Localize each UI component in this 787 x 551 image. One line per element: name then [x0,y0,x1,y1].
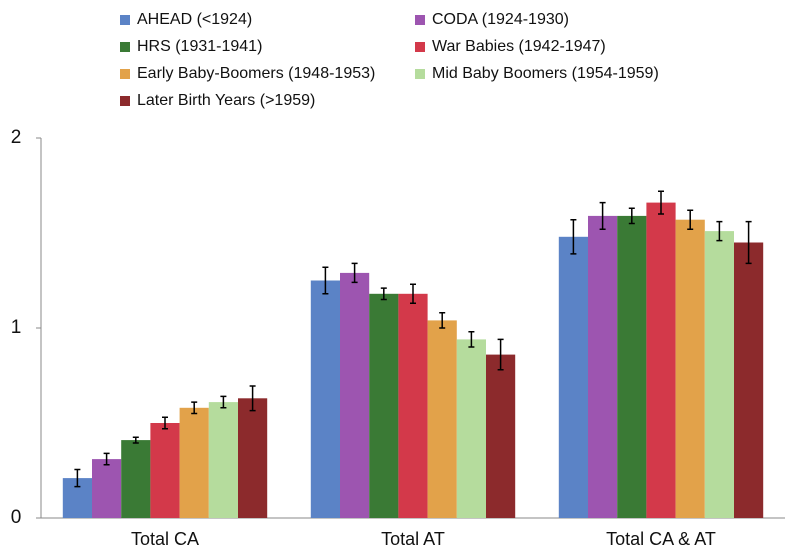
legend-swatch [120,42,130,52]
bar [734,242,764,518]
bar [704,231,734,518]
x-tick-label: Total CA & AT [606,529,716,549]
error-bar [745,220,752,265]
legend-label: Early Baby-Boomers (1948-1953) [137,65,375,82]
legend-swatch [120,96,130,106]
bar [179,407,209,518]
bar [558,236,588,519]
legend-swatch [415,15,425,25]
bar [369,293,399,518]
bar [310,280,340,518]
error-bar [322,266,329,295]
bar [92,459,122,518]
error-bar [220,395,227,409]
bar [208,402,238,518]
x-tick-label: Total CA [131,529,199,549]
legend-label: Mid Baby Boomers (1954-1959) [432,65,659,82]
legend-label: CODA (1924-1930) [432,11,569,28]
y-tick-label: 1 [11,317,22,338]
error-bar [687,209,694,230]
bar [427,320,457,518]
x-tick-label: Total AT [381,529,445,549]
y-tick-label: 0 [11,507,22,528]
bar [456,339,486,518]
error-bar [74,468,81,488]
bar [617,215,647,518]
legend-label: Later Birth Years (>1959) [137,92,315,109]
error-bar [191,401,198,415]
bar [646,202,676,518]
legend-label: War Babies (1942-1947) [432,38,606,55]
legend-label: HRS (1931-1941) [137,38,262,55]
legend-swatch [120,15,130,25]
legend-label: AHEAD (<1924) [137,11,252,28]
error-bar [103,452,110,466]
error-bar [497,338,504,371]
error-bar [658,190,664,215]
bar [150,423,180,518]
bar [398,293,428,518]
error-bar [570,218,577,255]
bar [238,398,268,518]
bar [486,354,516,518]
bar [588,215,618,518]
error-bar [716,220,723,242]
error-bar [410,283,416,305]
error-bar [380,287,387,301]
bar [340,272,370,518]
error-bar [599,201,606,230]
legend-swatch [120,69,130,79]
error-bar [439,312,446,329]
y-tick-label: 2 [11,127,22,148]
error-bar [249,385,256,412]
legend-swatch [415,42,425,52]
bar [121,440,151,518]
legend-swatch [415,69,425,79]
error-bar [162,416,168,430]
error-bar [628,207,635,225]
bar [675,219,705,518]
error-bar [351,262,358,284]
error-bar [468,331,475,348]
error-bar [132,436,139,444]
